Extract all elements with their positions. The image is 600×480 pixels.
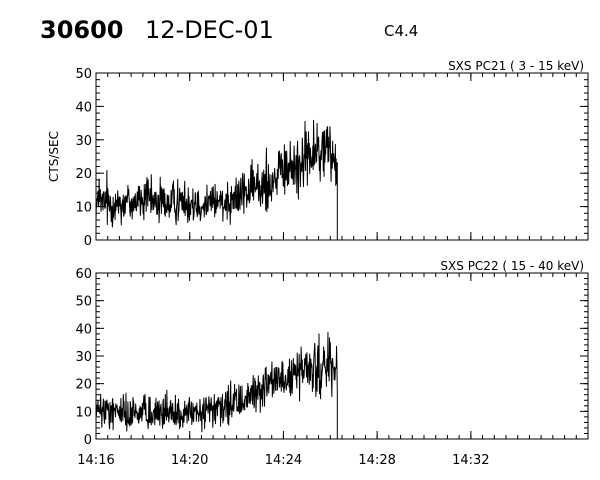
panel-title-pc22: SXS PC22 ( 15 - 40 keV)	[440, 259, 584, 273]
y-tick-label-pc22: 40	[75, 322, 92, 337]
flare-class: C4.4	[384, 22, 419, 40]
y-tick-label-pc21: 50	[75, 67, 92, 82]
y-tick-label-pc21: 0	[84, 234, 92, 249]
event-id: 30600	[40, 16, 124, 44]
y-tick-label-pc22: 50	[75, 295, 92, 310]
x-tick-label: 14:20	[171, 453, 208, 468]
x-tick-label: 14:24	[265, 453, 302, 468]
y-tick-label-pc22: 60	[75, 267, 92, 282]
y-tick-label-pc22: 30	[75, 350, 92, 365]
y-tick-label-pc22: 0	[84, 433, 92, 448]
y-tick-label-pc21: 30	[75, 134, 92, 149]
y-tick-label-pc22: 10	[75, 405, 92, 420]
x-tick-label: 14:16	[77, 453, 114, 468]
event-date: 12-DEC-01	[145, 16, 274, 44]
y-tick-label-pc22: 20	[75, 378, 92, 393]
series-line-pc22	[95, 331, 338, 439]
series-line-pc21	[95, 119, 338, 240]
y-tick-label-pc21: 20	[75, 167, 92, 182]
y-tick-label-pc21: 40	[75, 100, 92, 115]
y-tick-label-pc21: 10	[75, 201, 92, 216]
plot-frame-pc21	[95, 72, 589, 241]
panel-title-pc21: SXS PC21 ( 3 - 15 keV)	[448, 59, 584, 73]
x-tick-label: 14:28	[358, 453, 395, 468]
y-axis-label: CTS/SEC	[47, 131, 61, 182]
x-tick-label: 14:32	[452, 453, 489, 468]
